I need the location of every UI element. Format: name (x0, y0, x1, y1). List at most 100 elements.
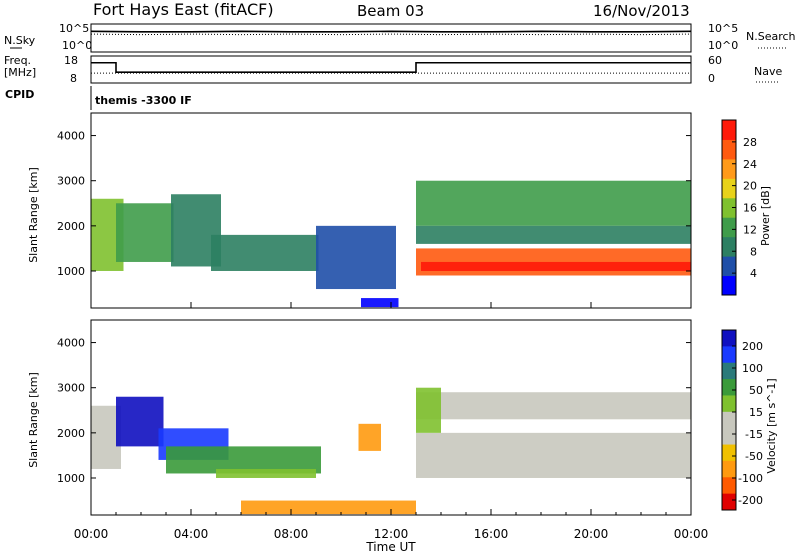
cpid-value: themis -3300 IF (95, 94, 192, 107)
freq-lines (91, 61, 691, 74)
velocity-colorbar-label: -200 (738, 494, 763, 507)
power-colorbar-swatch (722, 275, 736, 296)
cpid-label: CPID (5, 88, 34, 101)
noise-right-tick-top: 10^5 (708, 22, 738, 35)
x-axis-label: Time UT (365, 540, 416, 554)
velocity-marks-region-9 (416, 387, 441, 433)
velocity-marks-region-4 (216, 468, 316, 478)
noise-right-label: N.Search (746, 30, 796, 43)
power-colorbar-label: 4 (750, 267, 757, 280)
power-ylabel: Slant Range [km] (27, 167, 40, 263)
velocity-colorbar-swatch (722, 330, 736, 347)
power-colorbar-label: 24 (743, 158, 757, 171)
velocity-colorbar-swatch (722, 379, 736, 396)
velocity-colorbar-frame (721, 329, 737, 511)
velocity-colorbar-swatch (722, 477, 736, 495)
velocity-colorbar-label: Velocity [m s^-1] (765, 378, 778, 473)
x-tick-label: 04:00 (174, 527, 209, 541)
velocity-colorbar-swatch (722, 493, 736, 511)
power-colorbar-swatch (722, 158, 736, 179)
x-tick-label: 16:00 (474, 527, 509, 541)
nave-tick-top: 60 (708, 54, 722, 67)
freq-series (91, 61, 691, 73)
velocity-colorbar-label: -15 (745, 428, 763, 441)
velocity-colorbar-label: -50 (745, 450, 763, 463)
noise-series-0 (90, 30, 692, 33)
power-colorbar-swatch (722, 217, 736, 238)
noise-left-tick-bottom: 10^0 (62, 39, 92, 52)
velocity-colorbar-swatch (722, 395, 736, 413)
noise-right-tick-bottom: 10^0 (708, 39, 738, 52)
velocity-colorbar-label: 50 (749, 384, 763, 397)
power-colorbar-swatch (722, 197, 736, 218)
velocity-colorbar: 200 100 50 15 -15 -50 -100 -200 (721, 329, 763, 511)
power-colorbar: 4 8 12 16 20 24 28 (721, 119, 757, 296)
power-colorbar-swatch (722, 139, 736, 160)
velocity-colorbar-label: 200 (742, 340, 763, 353)
power-colorbar-label: 20 (743, 180, 757, 193)
velocity-marks-region-1 (116, 396, 164, 447)
velocity-colorbar-label: 100 (742, 362, 763, 375)
y-tick-label: 3000 (57, 175, 85, 188)
y-tick-label: 1000 (57, 472, 85, 485)
velocity-colorbar-swatch (722, 346, 736, 364)
noise-panel (90, 23, 692, 53)
velocity-yticks: 1000 2000 3000 4000 (57, 337, 691, 485)
freq-label: Freq. (4, 54, 31, 67)
velocity-colorbar-swatch (722, 411, 736, 429)
x-tick-label: 00:00 (674, 527, 709, 541)
velocity-marks-region-7 (416, 392, 691, 420)
power-colorbar-label: Power [dB] (759, 186, 772, 246)
power-colorbar-label: 16 (743, 202, 757, 215)
power-colorbar-swatch (722, 236, 736, 257)
power-marks-region-9 (421, 261, 691, 271)
y-tick-label: 4000 (57, 130, 85, 143)
velocity-marks-region-5 (358, 423, 381, 451)
velocity-colorbar-label: 15 (749, 406, 763, 419)
power-marks-region-3 (211, 234, 319, 271)
y-tick-label: 1000 (57, 265, 85, 278)
power-colorbar-swatch (722, 120, 736, 140)
velocity-marks-region-6 (241, 500, 416, 515)
power-marks-region-4 (316, 225, 396, 290)
velocity-colorbar-label: -100 (738, 472, 763, 485)
x-axis: 00:00 04:00 08:00 12:00 16:00 20:00 00:00 (74, 302, 709, 541)
velocity-marks (91, 387, 691, 515)
freq-tick-bottom: 8 (70, 72, 77, 85)
freq-unit: [MHz] (4, 66, 36, 79)
power-marks-region-7 (416, 225, 691, 244)
power-colorbar-swatch (722, 256, 736, 277)
power-colorbar-label: 8 (750, 245, 757, 258)
nave-label: Nave (754, 65, 782, 78)
power-marks-region-5 (361, 298, 399, 308)
velocity-colorbar-swatch (722, 444, 736, 462)
x-tick-label: 00:00 (74, 527, 109, 541)
y-tick-label: 3000 (57, 382, 85, 395)
noise-left-tick-top: 10^5 (59, 22, 89, 35)
noise-series-1 (90, 33, 692, 36)
x-tick-label: 20:00 (574, 527, 609, 541)
power-colorbar-label: 28 (743, 136, 757, 149)
power-yticks: 1000 2000 3000 4000 (57, 130, 691, 278)
nave-tick-bottom: 0 (708, 72, 715, 85)
power-colorbar-label: 12 (743, 223, 757, 236)
y-tick-label: 2000 (57, 427, 85, 440)
y-tick-label: 2000 (57, 220, 85, 233)
power-marks (91, 180, 691, 308)
velocity-colorbar-swatch (722, 362, 736, 380)
y-tick-label: 4000 (57, 337, 85, 350)
freq-tick-top: 18 (64, 54, 78, 67)
noise-lines (90, 30, 692, 36)
x-tick-label: 12:00 (374, 527, 409, 541)
freq-panel (90, 55, 692, 84)
date-label: 16/Nov/2013 (593, 2, 690, 20)
beam-label: Beam 03 (357, 2, 424, 20)
station-title: Fort Hays East (fitACF) (93, 0, 274, 19)
power-marks-region-6 (416, 180, 691, 226)
x-tick-label: 08:00 (274, 527, 309, 541)
power-colorbar-swatch (722, 178, 736, 199)
velocity-ylabel: Slant Range [km] (27, 372, 40, 468)
velocity-marks-region-8 (416, 432, 691, 478)
